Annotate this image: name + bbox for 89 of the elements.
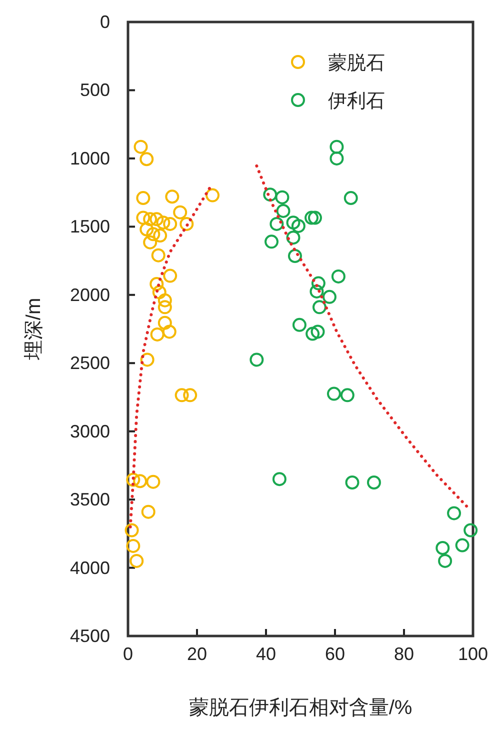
point [330, 151, 344, 166]
point [330, 140, 344, 154]
point [150, 327, 164, 342]
point [275, 190, 290, 204]
point [134, 140, 148, 154]
point [140, 222, 154, 236]
point [311, 276, 326, 290]
point [136, 191, 150, 206]
point [306, 326, 320, 341]
point [455, 538, 470, 552]
point [310, 324, 325, 339]
point [183, 388, 198, 402]
point [464, 523, 478, 538]
point [263, 188, 278, 202]
point [130, 554, 144, 568]
point [331, 269, 346, 284]
point [270, 216, 284, 231]
point [136, 210, 150, 225]
legend-label: 蒙脱石 [328, 53, 385, 74]
point [152, 285, 166, 300]
point [286, 230, 300, 245]
x-tick-label: 40 [256, 644, 276, 664]
point [288, 249, 302, 263]
point [345, 476, 360, 490]
point [126, 472, 140, 487]
point [153, 228, 168, 243]
point [366, 476, 381, 490]
point [272, 472, 286, 486]
y-tick-label: 3500 [70, 490, 110, 510]
point [141, 504, 156, 519]
point [143, 235, 158, 250]
point [158, 300, 172, 314]
x-tick-label: 100 [458, 644, 488, 664]
line-series [255, 164, 468, 508]
point [180, 216, 194, 231]
point [126, 538, 140, 553]
point [163, 268, 178, 283]
x-tick-label: 60 [324, 644, 346, 664]
point [206, 188, 220, 202]
point [447, 506, 462, 520]
point [133, 474, 148, 488]
point [264, 234, 279, 249]
point [438, 554, 452, 568]
y-tick-label: 1500 [70, 216, 110, 237]
y-tick-label: 3000 [70, 421, 110, 442]
x-axis-title: 蒙脱石伊利石相对含量/% [188, 697, 412, 719]
legend-label: 伊利石 [328, 91, 385, 112]
point [165, 190, 180, 204]
x-tick-label: 0 [122, 644, 134, 664]
point [304, 210, 319, 225]
point [146, 227, 160, 242]
point [326, 386, 341, 401]
point [276, 204, 290, 218]
y-tick-label: 2000 [70, 284, 110, 305]
y-tick-label: 500 [80, 80, 110, 100]
y-tick-label: 1000 [70, 148, 110, 168]
point [150, 212, 164, 226]
point [340, 388, 354, 402]
point [312, 300, 326, 314]
y-tick-label: 4000 [70, 558, 110, 578]
point [292, 318, 306, 332]
point [162, 324, 176, 339]
point [151, 248, 166, 262]
x-tick-label: 80 [394, 644, 414, 664]
point [146, 474, 160, 489]
point [308, 210, 322, 225]
point [344, 191, 358, 206]
point [158, 316, 172, 330]
point [140, 352, 154, 367]
point [140, 152, 154, 166]
point [173, 205, 188, 220]
point [163, 216, 178, 231]
point [143, 212, 158, 226]
point [158, 293, 172, 308]
point [174, 388, 189, 402]
y-tick-label: 4500 [70, 626, 110, 646]
point [286, 216, 300, 230]
y-axis-title: 埋深/m [23, 298, 45, 362]
point [310, 284, 324, 298]
point [124, 523, 139, 538]
point [291, 218, 306, 233]
point [250, 352, 264, 367]
point [150, 276, 164, 291]
y-tick-label: 2500 [70, 353, 110, 374]
y-tick-label: 0 [100, 12, 110, 32]
point [436, 540, 450, 555]
point [156, 216, 170, 230]
x-tick-label: 20 [186, 644, 208, 664]
point [322, 290, 336, 304]
